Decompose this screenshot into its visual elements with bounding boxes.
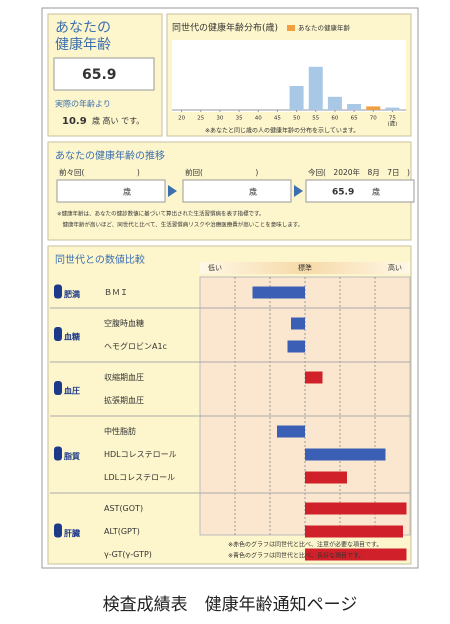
caption: 検査成績表 健康年齢通知ページ [103,595,358,615]
item-name: ALT(GPT) [104,527,140,536]
scale-label: 標準 [298,263,312,272]
scale-label: 低い [208,263,222,272]
x-tick-label: 30 [216,116,223,122]
trend-unit: 歳 [372,187,380,197]
scale-label: 高い [388,263,402,272]
chart-title: 同世代の健康年齢分布(歳) [172,22,278,34]
item-name: ＢＭＩ [104,288,128,297]
group-icon [54,284,62,299]
x-tick-label: 25 [197,116,204,122]
bar [305,448,386,461]
bar [385,107,400,110]
item-name: ヘモグロビンA1c [104,341,167,351]
trend-note: ※健康年齢は、あなたの健診数値に基づいて算出された生活習慣病を表す指標です。 [57,210,264,218]
group-name: 肝臓 [64,528,80,538]
chart-note: ※赤色のグラフは同世代と比べ、注意が必要な項目です。 [228,541,382,549]
bar [308,66,323,110]
legend-label: あなたの健康年齢 [298,23,351,32]
bar [252,286,305,299]
x-tick-label: 50 [293,116,300,122]
bar [277,425,305,438]
x-tick-label: 20 [178,116,185,122]
legend-swatch [287,25,295,31]
scale-band [200,262,410,274]
trend-label: 前々回( ) [59,167,140,177]
bar [347,104,362,110]
bar [305,471,347,484]
arrow [294,185,303,197]
x-tick-label: 35 [236,116,243,122]
bar [305,525,403,538]
diff-suffix: 歳 高い です。 [92,116,144,126]
trend-value: 65.9 [332,188,354,198]
bar [305,548,407,561]
item-name: AST(GOT) [104,504,143,513]
group-icon [54,327,62,341]
x-tick-label: 70 [370,116,377,122]
bar [366,106,381,110]
group-name: 肥満 [64,289,80,299]
item-name: HDLコレステロール [104,450,177,459]
chart-note: ※青色のグラフは同世代と比べ、良好な項目です。 [228,552,364,560]
trend-box [56,179,166,203]
chart-note: ※あなたと同じ歳の人の健康年齢の分布を示しています。 [205,127,359,135]
group-icon [54,446,62,461]
trend-label: 今回( 2020年 8月 7日 ) [308,167,410,177]
title-line: 健康年齢 [55,36,111,53]
bar [287,340,305,353]
trend-label: 前回( ) [185,167,258,177]
bar [305,502,407,515]
x-unit: (歳) [388,120,398,128]
group-name: 血糖 [64,332,80,342]
diff-prefix: 実際の年齢より [55,99,111,109]
group-icon [54,381,62,395]
group-name: 血圧 [64,386,80,396]
bar [327,96,342,110]
arrow [168,185,177,197]
diff-value: 10.9 [62,116,87,127]
trend-box [305,179,415,203]
item-name: 収縮期血圧 [104,372,144,382]
trend-box [182,179,292,203]
group-name: 脂質 [63,451,80,461]
item-name: γ-GT(γ-GTP) [104,550,152,559]
title-line: あなたの [55,20,111,36]
chart-title: 同世代との数値比較 [55,253,145,266]
trend-unit: 歳 [123,187,131,197]
bar [291,317,305,330]
x-tick-label: 45 [274,116,281,122]
distribution-plot [172,40,406,112]
bar [289,86,304,110]
item-name: LDLコレステロール [104,473,175,482]
item-name: 空腹時血糖 [104,318,144,328]
x-tick-label: 60 [331,116,338,122]
trend-unit: 歳 [249,187,257,197]
trend-note: 健康年齢が高いほど、同世代と比べて、生活習慣病リスクや治療医療費が高いことを意味… [57,221,303,229]
bar [305,371,323,384]
x-tick-label: 55 [312,116,319,122]
x-tick-label: 75 [389,116,396,122]
item-name: 中性脂肪 [104,426,136,436]
item-name: 拡張期血圧 [104,395,144,405]
x-tick-label: 40 [255,116,262,122]
trend-title: あなたの健康年齢の推移 [55,149,165,162]
value-box [53,57,155,91]
health-age-value: 65.9 [82,67,117,83]
group-icon [54,523,62,538]
x-tick-label: 65 [351,116,358,122]
